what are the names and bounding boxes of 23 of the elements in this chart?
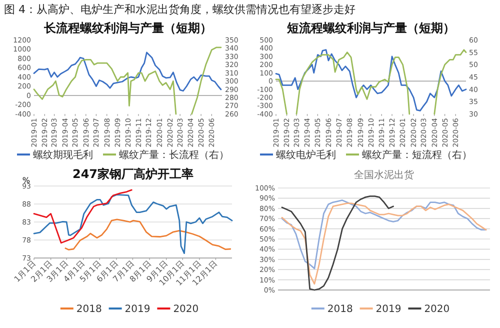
line-series bbox=[281, 202, 487, 285]
legend-label: 螺纹产量：长流程（右） bbox=[119, 149, 229, 161]
chart-title: 247家钢厂高炉开工率 bbox=[72, 167, 194, 181]
legend-label: 2020 bbox=[173, 304, 199, 315]
y-axis-title: % bbox=[22, 176, 30, 185]
legend-label: 2020 bbox=[424, 304, 450, 315]
chart-title: 长流程螺纹利润与产量（短期） bbox=[43, 21, 212, 35]
legend-label: 螺纹电炉毛利 bbox=[276, 149, 336, 161]
line-series bbox=[64, 218, 232, 250]
chart-title: 短流程螺纹利润与产量（短期） bbox=[286, 21, 455, 35]
legend-label: 2018 bbox=[76, 304, 102, 315]
legend-label: 2018 bbox=[327, 304, 353, 315]
legend-label: 2019 bbox=[376, 304, 402, 315]
legend-label: 螺纹期现毛利 bbox=[33, 149, 93, 161]
line-series bbox=[33, 52, 222, 92]
caption: 图 4：从高炉、电炉生产和水泥出货角度，螺纹供需情况也有望逐步走好 bbox=[4, 3, 356, 16]
line-series bbox=[281, 195, 394, 291]
line-series bbox=[281, 200, 487, 270]
legend-label: 2019 bbox=[124, 304, 150, 315]
legend-label: 螺纹产量：短流程（右） bbox=[362, 149, 472, 161]
line-series bbox=[33, 194, 233, 254]
chart-title: 全国水泥出货 bbox=[354, 169, 414, 181]
line-series bbox=[33, 189, 132, 244]
